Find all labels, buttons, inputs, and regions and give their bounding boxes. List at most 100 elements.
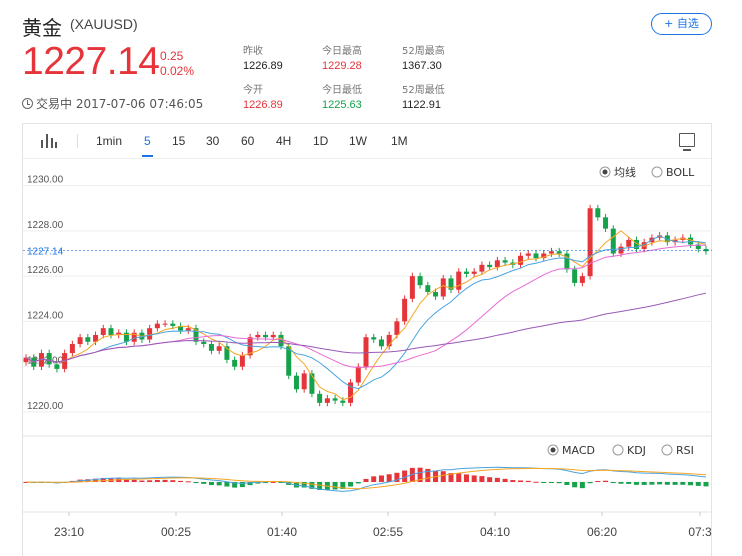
stat-label: 52周最低 — [402, 85, 445, 96]
candle-body — [463, 271, 469, 274]
macd-bar — [371, 476, 377, 482]
candle-body — [270, 334, 276, 338]
instrument-name: 黄金 — [22, 16, 62, 40]
candle-body — [224, 346, 230, 360]
candle-body — [178, 325, 184, 331]
ma-radio-dot — [602, 169, 608, 175]
macd-bar — [463, 474, 469, 482]
change-value: 0.25 — [160, 49, 184, 63]
ma10-line — [25, 235, 707, 390]
tab-5min[interactable]: 5 — [142, 134, 153, 157]
fullscreen-icon[interactable] — [679, 133, 695, 151]
y-tick-label: 1228.00 — [27, 220, 64, 231]
candlestick-icon[interactable] — [41, 134, 57, 148]
x-tick-label: 02:55 — [373, 525, 403, 539]
candle-body — [116, 332, 122, 335]
macd-bar — [309, 482, 315, 489]
candle-body — [548, 251, 554, 254]
macd-bar — [278, 482, 284, 483]
ma-radio-label: 均线 — [614, 165, 636, 179]
clock-icon — [22, 98, 33, 109]
stat-label: 今日最低 — [322, 85, 362, 96]
macd-bar — [548, 482, 554, 483]
macd-bar — [123, 479, 129, 482]
tab-30min[interactable]: 30 — [206, 134, 220, 148]
candle-body — [378, 339, 384, 347]
stat-open: 今开 1226.89 — [243, 84, 283, 112]
x-tick-label: 07:3 — [688, 525, 712, 539]
boll-radio — [651, 166, 663, 178]
chart-panel: 1min 5 15 30 60 4H 1D 1W 1M — [22, 123, 712, 556]
candle-body — [317, 393, 323, 403]
candle-body — [263, 334, 269, 338]
macd-bar — [456, 473, 462, 482]
tab-60min[interactable]: 60 — [241, 134, 255, 148]
macd-bar — [116, 478, 122, 482]
macd-bar — [147, 480, 153, 482]
candle-body — [286, 346, 292, 376]
tab-15min[interactable]: 15 — [172, 134, 186, 148]
candle-body — [456, 271, 462, 290]
candle-body — [162, 323, 168, 325]
candle-body — [208, 344, 214, 351]
candle-body — [147, 328, 153, 340]
candle-body — [85, 337, 91, 342]
candle-body — [54, 364, 60, 369]
candle-body — [448, 278, 454, 290]
candle-body — [471, 271, 477, 274]
stat-value: 1122.91 — [402, 99, 441, 111]
x-tick-label: 23:10 — [54, 525, 84, 539]
macd-bar — [317, 482, 323, 490]
macd-radio-dot — [550, 447, 556, 453]
macd-bar — [247, 482, 253, 486]
stat-52w-high: 52周最高 1367.30 — [402, 45, 445, 73]
candle-body — [587, 208, 593, 277]
macd-bar — [587, 482, 593, 484]
candle-body — [479, 264, 485, 272]
candle-body — [255, 334, 261, 338]
y-tick-label: 1226.00 — [27, 265, 64, 276]
candle-body — [340, 400, 346, 403]
tab-1w[interactable]: 1W — [349, 134, 367, 148]
tab-1d[interactable]: 1D — [313, 134, 329, 148]
stat-value: 1367.30 — [402, 60, 442, 72]
candle-body — [564, 253, 570, 270]
candle-body — [533, 253, 539, 259]
candle-body — [402, 298, 408, 322]
macd-bar — [626, 482, 632, 484]
stat-label: 今开 — [243, 85, 263, 96]
tab-divider — [77, 134, 78, 148]
candle-body — [633, 239, 639, 249]
macd-bar — [633, 482, 639, 485]
macd-bar — [170, 480, 176, 482]
tab-4h[interactable]: 4H — [276, 134, 292, 148]
stat-label: 52周最高 — [402, 46, 445, 57]
candle-body — [77, 337, 83, 345]
tab-1min[interactable]: 1min — [96, 134, 123, 148]
stat-day-high: 今日最高 1229.28 — [322, 45, 362, 73]
candle-body — [386, 334, 392, 347]
candle-body — [425, 285, 431, 292]
macd-bar — [216, 482, 222, 486]
rsi-radio-label: RSI — [676, 444, 694, 457]
tab-1m[interactable]: 1M — [391, 134, 408, 148]
candle-body — [278, 334, 284, 347]
status-text: 交易中 2017-07-06 07:46:05 — [36, 97, 204, 111]
macd-bar — [471, 475, 477, 482]
y-tick-label: 1230.00 — [27, 175, 64, 186]
macd-bar — [355, 482, 361, 484]
candle-body — [201, 341, 207, 345]
add-watchlist-button[interactable]: + 自选 — [651, 13, 712, 35]
candle-body — [69, 344, 75, 354]
rsi-radio — [661, 444, 673, 456]
ma60-line — [25, 292, 707, 363]
stat-prev-close: 昨收 1226.89 — [243, 45, 283, 73]
macd-bar — [564, 482, 570, 486]
candle-body — [494, 260, 500, 268]
macd-bar — [417, 467, 423, 482]
candle-body — [371, 337, 377, 340]
candle-body — [123, 332, 129, 342]
y-tick-label: 1220.00 — [27, 401, 64, 412]
trading-status: 交易中 2017-07-06 07:46:05 — [22, 95, 203, 112]
